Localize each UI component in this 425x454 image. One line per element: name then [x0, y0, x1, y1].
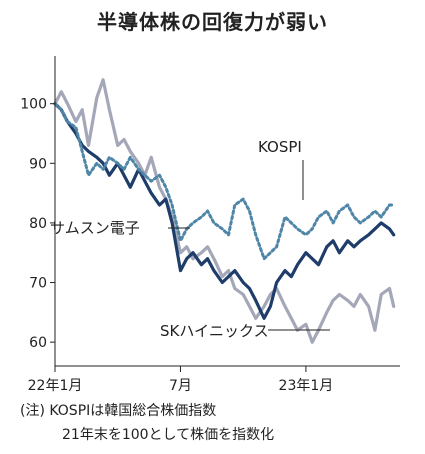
series-line-0 [53, 102, 396, 261]
y-tick-label: 60 [29, 335, 47, 351]
series-label-layer: KOSPI サムスン電子 SKハイニックス [50, 138, 330, 340]
x-tick-label: 23年1月 [279, 378, 334, 394]
series-label-kospi: KOSPI [258, 138, 302, 156]
series-line-1 [53, 102, 396, 320]
series-line-2 [53, 78, 396, 344]
y-tick-label: 80 [29, 216, 47, 232]
series-label-samsung: サムスン電子 [50, 219, 140, 237]
series-label-skhynix: SKハイニックス [160, 322, 269, 340]
y-tick-label: 100 [20, 97, 47, 113]
axis-layer: 60 70 80 90 100 22年1月 7月 23年1月 [20, 56, 400, 394]
note-line-1: (注) KOSPIは韓国総合株価指数 [20, 403, 217, 419]
x-tick-label: 22年1月 [28, 378, 83, 394]
note-line-2: 21年末を100として株価を指数化 [62, 427, 275, 443]
chart-title: 半導体株の回復力が弱い [97, 10, 328, 34]
y-tick-label: 90 [29, 156, 47, 172]
y-tick-label: 70 [29, 276, 47, 292]
x-tick-label: 7月 [169, 378, 192, 394]
series-layer [53, 78, 396, 344]
